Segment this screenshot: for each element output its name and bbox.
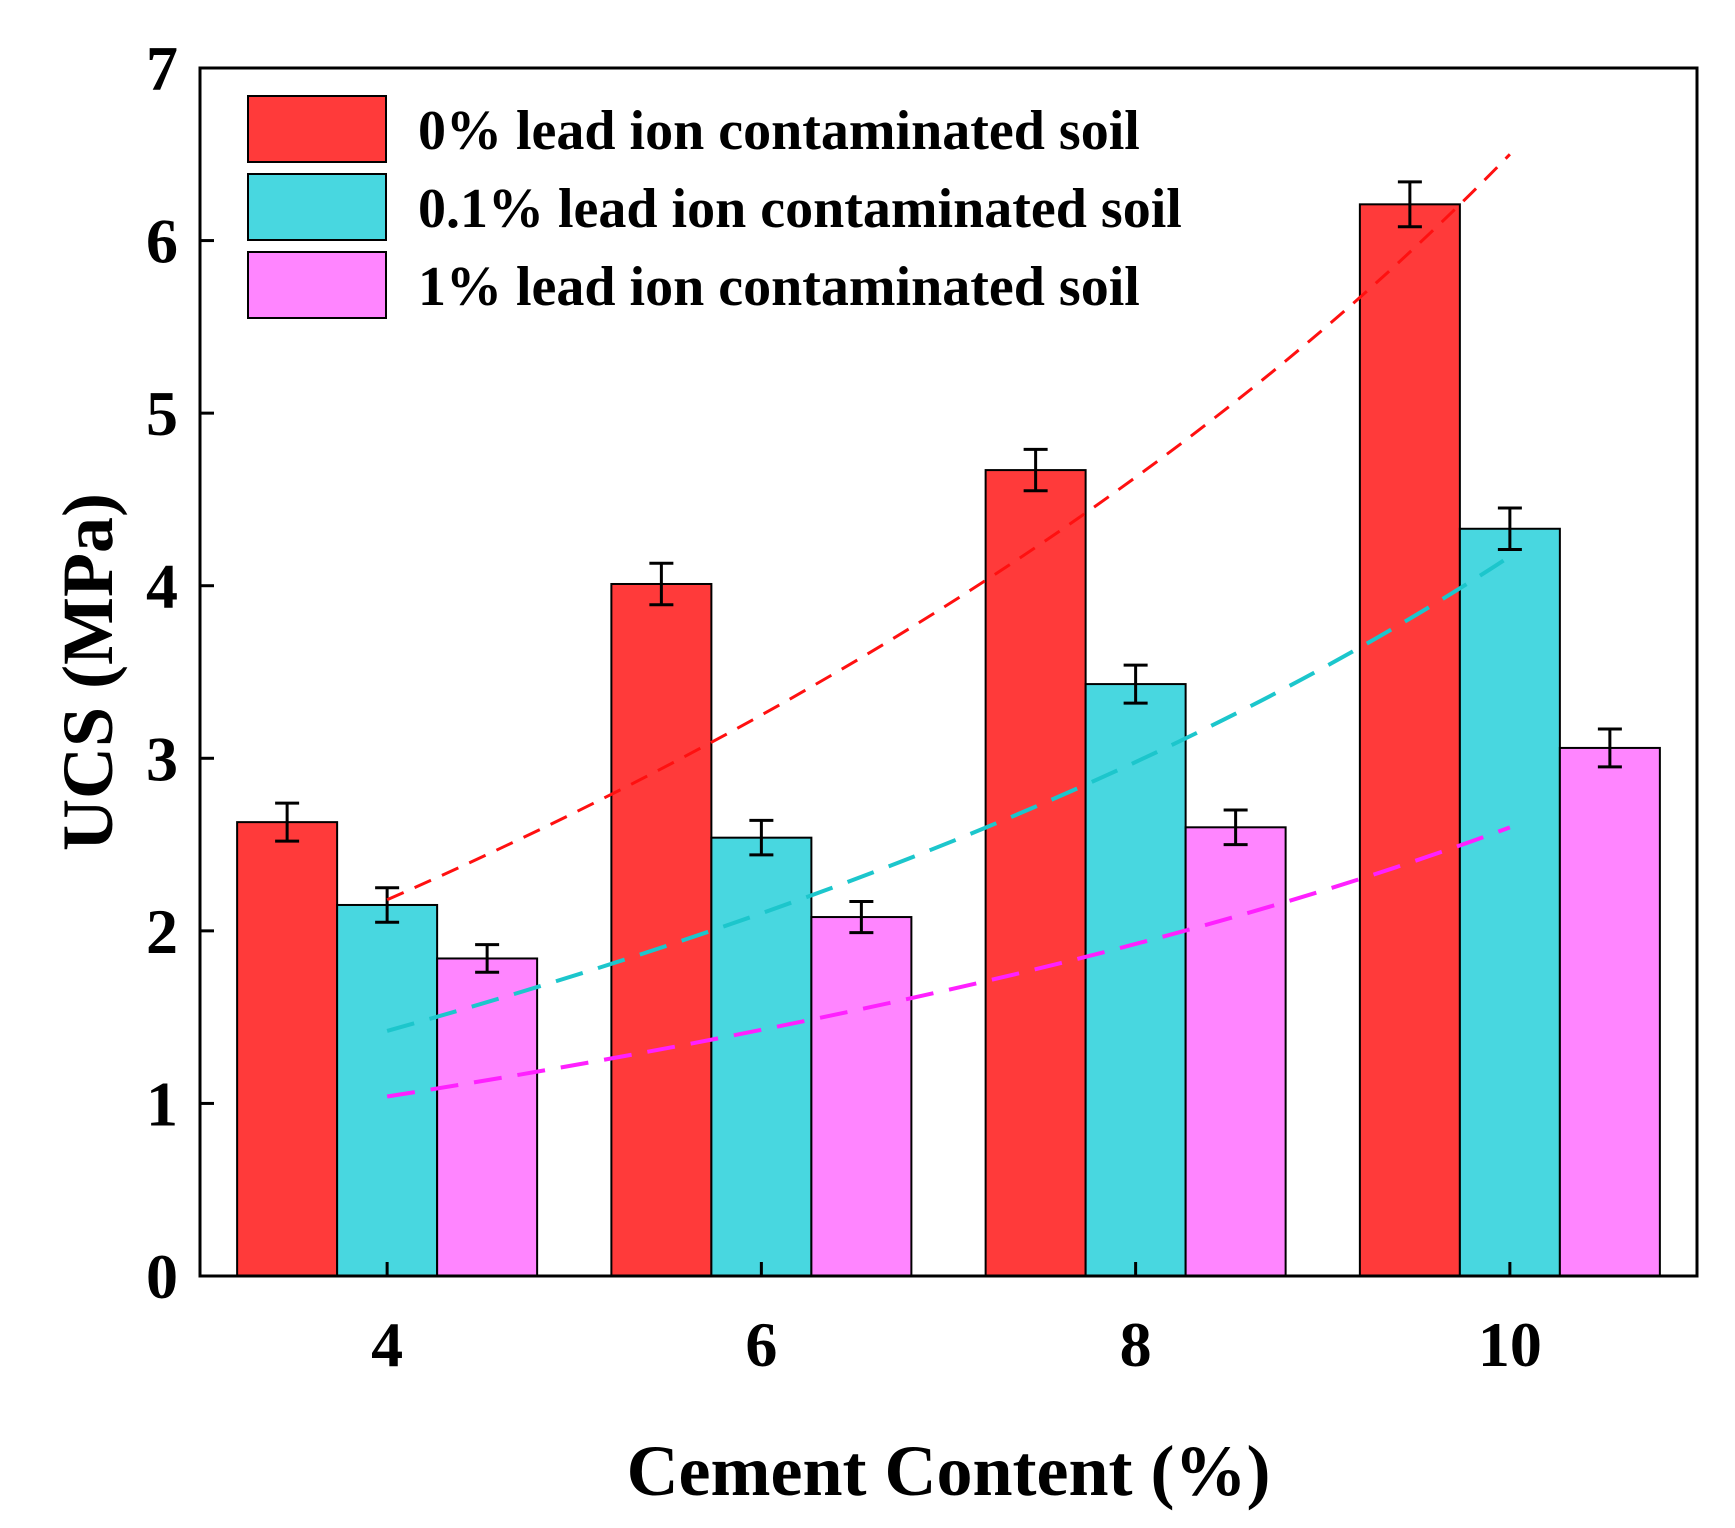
- bar-s2-c1: [810, 916, 913, 1278]
- y-tick-label-3: 3: [146, 723, 178, 794]
- legend-label-0: 0% lead ion contaminated soil: [418, 100, 1140, 162]
- bar-s2-c0: [436, 957, 539, 1277]
- legend-label-1: 0.1% lead ion contaminated soil: [418, 178, 1182, 240]
- trend-line-s2: [386, 825, 1511, 1099]
- legend: 0% lead ion contaminated soil 0.1% lead i…: [247, 95, 1182, 319]
- plot-frame: [198, 66, 1699, 1278]
- bar-s1-c3: [1458, 527, 1561, 1277]
- x-tick-label-0: 4: [371, 1309, 403, 1380]
- trend-line-s1: [386, 554, 1511, 1033]
- legend-swatch-1: [247, 173, 387, 241]
- bar-s2-c2: [1184, 826, 1287, 1277]
- x-axis-title: Cement Content (%): [627, 1431, 1271, 1511]
- y-axis-title: UCS (MPa): [48, 493, 128, 851]
- y-tick-label-2: 2: [146, 896, 178, 967]
- legend-label-2: 1% lead ion contaminated soil: [418, 256, 1140, 318]
- bar-s0-c0: [236, 821, 339, 1277]
- x-tick-label-3: 10: [1478, 1309, 1542, 1380]
- bar-s1-c0: [336, 903, 439, 1277]
- y-tick-label-6: 6: [146, 206, 178, 277]
- x-tick-label-2: 8: [1120, 1309, 1152, 1380]
- legend-swatch-0: [247, 95, 387, 163]
- x-tick-label-1: 6: [745, 1309, 777, 1380]
- y-tick-label-4: 4: [146, 551, 178, 622]
- y-tick-label-5: 5: [146, 378, 178, 449]
- bars-layer: [236, 180, 1661, 1278]
- bar-s1-c2: [1084, 683, 1187, 1277]
- bar-s0-c3: [1358, 203, 1461, 1277]
- legend-swatch-2: [247, 251, 387, 319]
- bar-s2-c3: [1558, 746, 1661, 1277]
- bar-s0-c2: [984, 469, 1087, 1277]
- y-tick-label-7: 7: [146, 33, 178, 104]
- trend-line-s0: [386, 153, 1511, 902]
- trend-lines: [386, 153, 1511, 1099]
- bar-s1-c1: [710, 836, 813, 1277]
- bar-s0-c1: [610, 582, 713, 1277]
- axes: 0 1 2 3 4 5 6 7 4 6 8 10: [146, 33, 1699, 1380]
- y-tick-label-1: 1: [146, 1068, 178, 1139]
- y-tick-label-0: 0: [146, 1241, 178, 1312]
